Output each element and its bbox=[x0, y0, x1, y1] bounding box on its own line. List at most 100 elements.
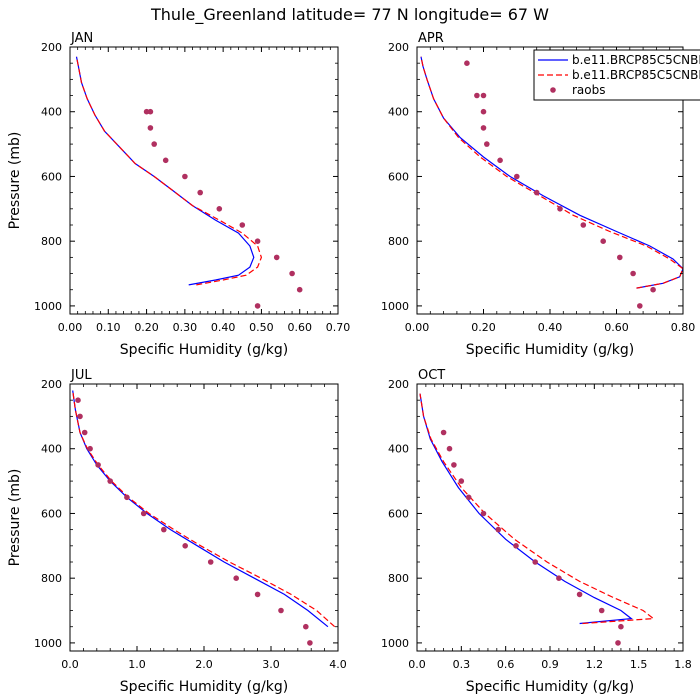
y-axis-label: Pressure (mb) bbox=[7, 132, 23, 230]
x-tick-label: 0.80 bbox=[671, 321, 696, 334]
panel-jul: JUL 0.0 1.0 2.0 3.0 4.0 200 400 600 800 1000 Specif… bbox=[7, 368, 347, 695]
raobs-point bbox=[233, 575, 239, 581]
panel-title: APR bbox=[418, 31, 444, 46]
raobs-point bbox=[458, 478, 465, 484]
raobs-point bbox=[618, 623, 624, 630]
raobs-point bbox=[650, 286, 656, 293]
raobs-point bbox=[254, 238, 261, 244]
x-tick-label: 4.0 bbox=[329, 658, 347, 671]
raobs-point bbox=[617, 254, 623, 261]
series-line-solid bbox=[419, 393, 633, 625]
y-tick-label: 800 bbox=[388, 572, 409, 585]
raobs-point bbox=[600, 238, 606, 244]
x-tick-label: 1.5 bbox=[630, 658, 648, 671]
legend-label: b.e11.BRCP85C5CNBDRD bbox=[572, 53, 700, 67]
raobs-point bbox=[615, 640, 621, 646]
raobs-point bbox=[307, 640, 313, 646]
x-tick-label: 0.00 bbox=[58, 321, 83, 334]
raobs-point bbox=[514, 173, 520, 180]
x-tick-label: 1.8 bbox=[674, 658, 692, 671]
y-tick-label: 1000 bbox=[381, 300, 409, 313]
x-tick-label: 0.0 bbox=[408, 658, 426, 671]
x-tick-label: 0.40 bbox=[211, 321, 236, 334]
raobs-point bbox=[497, 157, 503, 164]
x-axis-label: Specific Humidity (g/kg) bbox=[120, 679, 288, 695]
raobs-point bbox=[162, 157, 169, 164]
series-line-dashed bbox=[75, 56, 263, 286]
x-tick-label: 0.20 bbox=[471, 321, 496, 334]
raobs-point bbox=[451, 462, 457, 468]
series-line-solid bbox=[75, 56, 255, 286]
raobs-point bbox=[465, 494, 472, 501]
series-line-dashed bbox=[420, 56, 683, 289]
raobs-point bbox=[182, 173, 188, 180]
y-tick-label: 1000 bbox=[381, 637, 409, 650]
panel-title: OCT bbox=[418, 368, 445, 383]
raobs-point bbox=[532, 559, 538, 565]
x-tick-label: 0.20 bbox=[134, 321, 159, 334]
y-tick-label: 400 bbox=[41, 443, 62, 456]
raobs-point bbox=[254, 303, 261, 309]
x-tick-label: 0.60 bbox=[604, 321, 629, 334]
raobs-point bbox=[440, 429, 447, 436]
raobs-point bbox=[239, 222, 246, 228]
x-axis-label: Specific Humidity (g/kg) bbox=[466, 342, 634, 358]
raobs-point bbox=[124, 494, 130, 501]
y-tick-label: 600 bbox=[41, 507, 62, 520]
panel-apr: APR 0.00 0.20 0.40 0.60 0.80 200 400 600 800 1000 S… bbox=[381, 31, 695, 358]
y-tick-label: 800 bbox=[41, 572, 62, 585]
y-tick-label: 400 bbox=[388, 106, 409, 119]
plot-frame bbox=[69, 46, 339, 315]
raobs-point bbox=[557, 206, 563, 212]
legend-label: raobs bbox=[572, 83, 606, 97]
figure-title: Thule_Greenland latitude= 77 N longitude… bbox=[150, 5, 549, 25]
raobs-point bbox=[197, 189, 203, 196]
y-tick-label: 400 bbox=[388, 443, 409, 456]
x-tick-label: 0.3 bbox=[453, 658, 471, 671]
x-tick-label: 1.0 bbox=[128, 658, 146, 671]
panel-jan: JAN 0.00 0.10 0.20 0.30 0.40 0.50 0.60 0.70 200 40… bbox=[7, 31, 350, 358]
raobs-point bbox=[289, 270, 295, 277]
legend-label: b.e11.BRCP85C5CNBDRD bbox=[572, 68, 700, 82]
x-tick-label: 1.2 bbox=[586, 658, 604, 671]
raobs-point bbox=[480, 108, 487, 115]
raobs-point bbox=[77, 413, 83, 420]
raobs-point bbox=[273, 254, 280, 261]
raobs-point bbox=[495, 526, 502, 533]
raobs-point bbox=[147, 125, 154, 131]
x-axis-label: Specific Humidity (g/kg) bbox=[120, 342, 288, 358]
raobs-point bbox=[216, 206, 223, 212]
raobs-point bbox=[87, 445, 93, 452]
panels: JAN 0.00 0.10 0.20 0.30 0.40 0.50 0.60 0.70 200 40… bbox=[7, 31, 695, 695]
series-line-solid bbox=[72, 390, 329, 628]
raobs-point bbox=[182, 543, 188, 549]
raobs-point bbox=[140, 510, 147, 517]
raobs-point bbox=[480, 92, 487, 99]
raobs-point bbox=[161, 526, 167, 533]
raobs-point bbox=[147, 108, 154, 115]
raobs-point bbox=[278, 607, 284, 614]
raobs-point bbox=[556, 575, 562, 581]
x-tick-label: 0.40 bbox=[538, 321, 563, 334]
panel-oct: OCT 0.0 0.3 0.6 0.9 1.2 1.5 1.8 200 400 600 800 1000… bbox=[381, 368, 692, 695]
y-tick-label: 200 bbox=[388, 378, 409, 391]
legend-marker bbox=[550, 87, 556, 93]
raobs-point bbox=[480, 125, 487, 131]
raobs-point bbox=[151, 141, 157, 147]
y-tick-label: 600 bbox=[41, 170, 62, 183]
raobs-point bbox=[533, 189, 540, 196]
y-tick-label: 800 bbox=[388, 235, 409, 248]
x-tick-label: 0.60 bbox=[287, 321, 312, 334]
raobs-point bbox=[296, 286, 303, 293]
x-tick-label: 0.6 bbox=[497, 658, 515, 671]
raobs-point bbox=[480, 510, 487, 517]
raobs-point bbox=[254, 591, 261, 598]
y-tick-label: 200 bbox=[388, 41, 409, 54]
series-line-dashed bbox=[72, 390, 336, 628]
y-tick-label: 200 bbox=[41, 41, 62, 54]
y-tick-label: 800 bbox=[41, 235, 62, 248]
raobs-point bbox=[81, 429, 88, 436]
y-tick-label: 400 bbox=[41, 106, 62, 119]
raobs-point bbox=[107, 478, 113, 484]
